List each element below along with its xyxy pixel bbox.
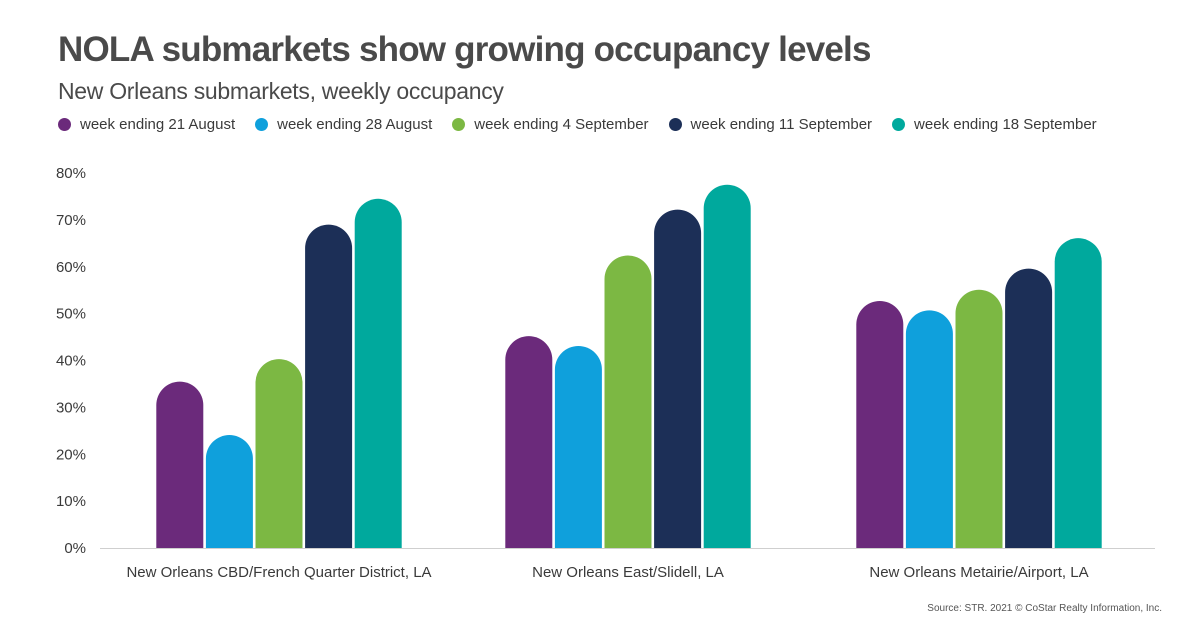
y-tick-label: 70%	[56, 212, 86, 229]
bar	[905, 310, 953, 548]
bar	[255, 359, 303, 548]
bar	[856, 300, 904, 548]
x-tick-label: New Orleans East/Slidell, LA	[532, 564, 724, 581]
y-tick-label: 20%	[56, 446, 86, 463]
legend-item-week-21-aug: week ending 21 August	[58, 116, 235, 133]
chart-title: NOLA submarkets show growing occupancy l…	[58, 30, 871, 69]
bar	[205, 435, 253, 548]
legend-item-week-4-sep: week ending 4 September	[452, 116, 649, 133]
y-tick-label: 0%	[64, 540, 86, 557]
legend-label: week ending 21 August	[80, 116, 236, 133]
y-tick-label: 50%	[56, 306, 86, 323]
legend-label: week ending 28 August	[277, 116, 433, 133]
bar	[955, 289, 1003, 548]
bar	[305, 224, 353, 548]
y-tick-label: 30%	[56, 399, 86, 416]
legend-item-week-18-sep: week ending 18 September	[892, 116, 1097, 133]
bar	[604, 255, 652, 548]
bar	[554, 345, 602, 548]
legend-swatch	[58, 118, 71, 131]
bar	[354, 198, 402, 548]
bar	[505, 336, 553, 548]
legend: week ending 21 August week ending 28 Aug…	[58, 116, 1117, 133]
bar	[1054, 238, 1102, 548]
legend-swatch	[892, 118, 906, 131]
legend-item-week-11-sep: week ending 11 September	[668, 116, 873, 133]
bar	[156, 381, 204, 548]
legend-swatch	[255, 118, 269, 131]
y-tick-label: 10%	[56, 493, 86, 510]
legend-label: week ending 18 September	[914, 116, 1097, 133]
legend-label: week ending 11 September	[690, 116, 873, 133]
legend-label: week ending 4 September	[474, 116, 649, 133]
x-tick-label: New Orleans Metairie/Airport, LA	[869, 564, 1088, 581]
legend-swatch	[668, 118, 682, 131]
legend-swatch	[452, 118, 466, 131]
bar	[1005, 268, 1053, 548]
source-note: Source: STR. 2021 © CoStar Realty Inform…	[927, 603, 1162, 614]
bar	[703, 184, 751, 548]
y-tick-label: 60%	[56, 259, 86, 276]
legend-item-week-28-aug: week ending 28 August	[255, 116, 432, 133]
chart-subtitle: New Orleans submarkets, weekly occupancy	[58, 78, 504, 104]
bar	[654, 209, 702, 548]
x-tick-label: New Orleans CBD/French Quarter District,…	[126, 564, 431, 581]
y-tick-label: 80%	[56, 165, 86, 182]
y-tick-label: 40%	[56, 353, 86, 370]
